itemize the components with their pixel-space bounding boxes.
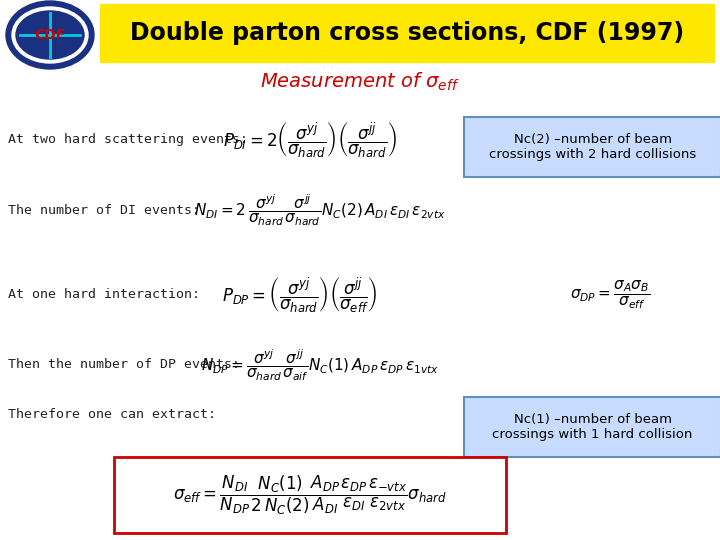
- Text: $\sigma_{eff}=\dfrac{N_{DI}}{N_{DP}}\dfrac{N_C(1)}{2\,N_C(2)}\dfrac{A_{DP}}{A_{D: $\sigma_{eff}=\dfrac{N_{DI}}{N_{DP}}\dfr…: [173, 474, 447, 517]
- FancyBboxPatch shape: [464, 397, 720, 457]
- FancyBboxPatch shape: [100, 4, 714, 62]
- Text: Then the number of DP events:: Then the number of DP events:: [8, 359, 240, 372]
- FancyBboxPatch shape: [464, 117, 720, 177]
- Text: The number of DI events:: The number of DI events:: [8, 204, 200, 217]
- Text: At two hard scattering events:: At two hard scattering events:: [8, 133, 248, 146]
- Text: At one hard interaction:: At one hard interaction:: [8, 288, 200, 301]
- Text: Double parton cross sections, CDF (1997): Double parton cross sections, CDF (1997): [130, 21, 684, 45]
- Ellipse shape: [6, 1, 94, 69]
- Text: $P_{DP}=\left(\dfrac{\sigma^{yj}}{\sigma_{hard}}\right)\left(\dfrac{\sigma^{jj}}: $P_{DP}=\left(\dfrac{\sigma^{yj}}{\sigma…: [222, 275, 378, 315]
- FancyBboxPatch shape: [114, 457, 506, 533]
- Text: Measurement of $\sigma_{eff}$: Measurement of $\sigma_{eff}$: [260, 71, 460, 93]
- Ellipse shape: [16, 11, 84, 59]
- Text: $N_{DP}=\dfrac{\sigma^{yj}}{\sigma_{hard}}\dfrac{\sigma^{jj}}{\sigma_{aif}}N_C(1: $N_{DP}=\dfrac{\sigma^{yj}}{\sigma_{hard…: [201, 347, 439, 382]
- Text: Nc(1) –number of beam
crossings with 1 hard collision: Nc(1) –number of beam crossings with 1 h…: [492, 413, 693, 441]
- Text: Therefore one can extract:: Therefore one can extract:: [8, 408, 216, 422]
- Ellipse shape: [12, 7, 88, 63]
- Text: CDF: CDF: [35, 28, 66, 42]
- Text: $N_{DI}=2\,\dfrac{\sigma^{yj}}{\sigma_{hard}}\dfrac{\sigma^{jj}}{\sigma_{hard}}N: $N_{DI}=2\,\dfrac{\sigma^{yj}}{\sigma_{h…: [194, 192, 446, 227]
- Text: $P_{DI}=2\left(\dfrac{\sigma^{yj}}{\sigma_{hard}}\right)\left(\dfrac{\sigma^{jj}: $P_{DI}=2\left(\dfrac{\sigma^{yj}}{\sigm…: [223, 120, 397, 160]
- Text: $\sigma_{DP}=\dfrac{\sigma_A\sigma_B}{\sigma_{eff}}$: $\sigma_{DP}=\dfrac{\sigma_A\sigma_B}{\s…: [570, 279, 650, 311]
- Text: Nc(2) –number of beam
crossings with 2 hard collisions: Nc(2) –number of beam crossings with 2 h…: [489, 133, 696, 161]
